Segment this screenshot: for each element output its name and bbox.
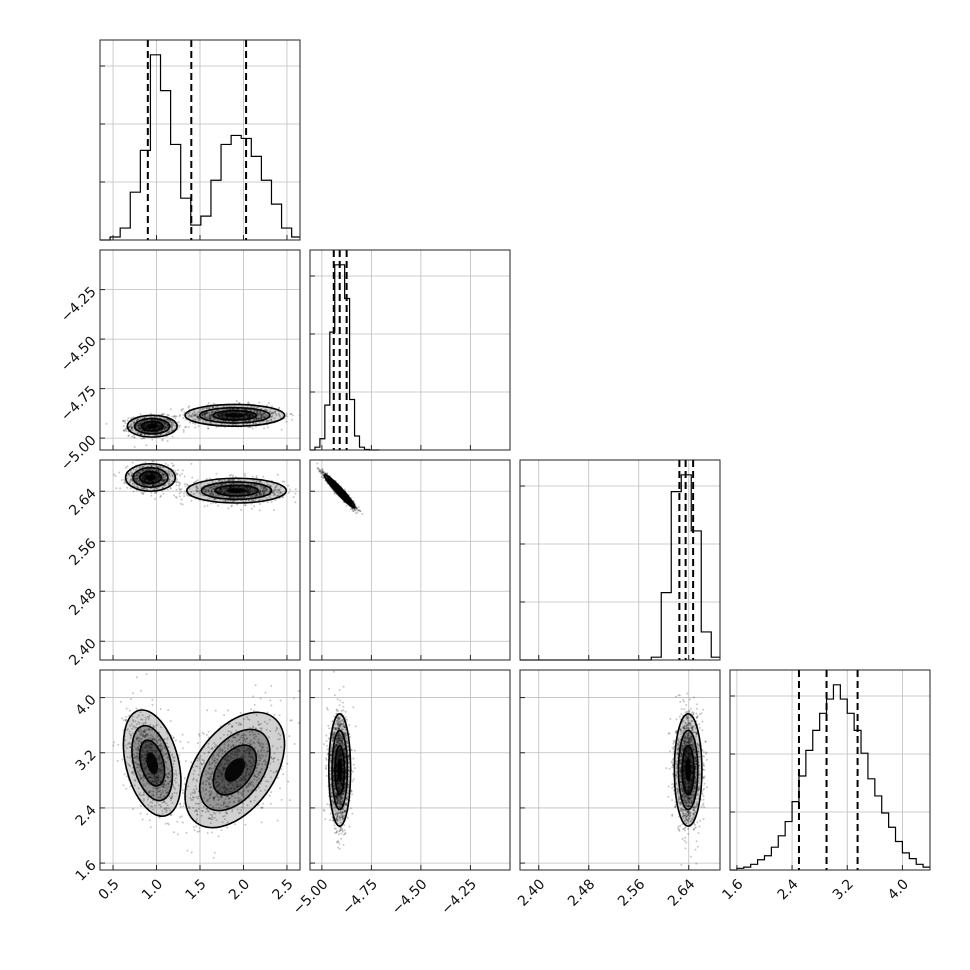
x-tick-label-1-0: −5.00 (290, 876, 332, 918)
scatter-frame-1-2 (309, 459, 511, 661)
density-fill-0-2-0-3 (145, 474, 156, 481)
contour-group-1-2-0 (323, 473, 356, 509)
contour-line-0-1-0-0 (126, 414, 178, 438)
scatter-panel-1-2 (309, 459, 511, 661)
x-tick-label-3-0: 1.6 (719, 876, 746, 903)
y-tick-label-3-2: 3.2 (73, 747, 100, 774)
histogram-step-2 (520, 474, 720, 661)
contour-line-0-1-0-2 (140, 420, 164, 432)
x-tick-label-1-2: −4.50 (389, 876, 431, 918)
y-tick-label-1-1: −4.75 (58, 383, 100, 425)
contour-group-1-3-0 (328, 713, 352, 827)
contour-line-0-1-1-0 (184, 403, 286, 428)
x-tick-label-2-1: 2.48 (565, 876, 598, 909)
contour-line-0-3-0-1 (131, 724, 174, 802)
y-tick-label-2-0: 2.40 (66, 636, 99, 669)
contour-line-0-2-0-2 (138, 470, 162, 485)
contour-line-1-2-0-0 (323, 473, 356, 509)
scatter-frame-2-3 (519, 669, 721, 871)
scatter-panel-0-3 (99, 669, 301, 871)
contour-line-1-3-0-0 (328, 713, 352, 827)
contour-line-1-3-0-1 (331, 729, 349, 811)
contour-line-1-2-0-1 (328, 478, 352, 504)
x-tick-label-0-3: 2.0 (226, 876, 253, 903)
contour-line-0-2-1-0 (185, 477, 288, 504)
density-fill-1-2-0-3 (336, 487, 343, 495)
contour-line-0-1-1-2 (212, 409, 258, 421)
contour-line-0-2-0-1 (132, 467, 169, 488)
histogram-frame-2 (519, 459, 721, 661)
contour-group-0-1-1 (184, 403, 286, 428)
density-fill-0-3-1-3 (224, 758, 245, 782)
x-tick-label-0-4: 2.5 (270, 876, 297, 903)
scatter-panel-0-2 (99, 459, 301, 661)
histogram-step-1 (310, 264, 380, 451)
y-tick-label-2-2: 2.56 (66, 536, 99, 569)
x-tick-label-3-3: 4.0 (885, 876, 912, 903)
y-tick-label-3-1: 2.4 (73, 802, 100, 829)
scatter-points-0-3-1 (160, 684, 300, 859)
histogram-frame-3 (729, 669, 931, 871)
contour-line-0-2-0-0 (124, 462, 177, 493)
density-fill-2-3-0-3 (685, 758, 691, 782)
contour-line-1-3-0-2 (334, 744, 346, 796)
y-tick-label-1-0: −5.00 (58, 432, 100, 474)
density-fill-0-3-0-3 (146, 752, 159, 774)
histogram-panel-3 (729, 669, 931, 871)
contour-group-0-1-0 (126, 414, 178, 438)
contour-group-0-2-0 (124, 462, 177, 493)
scatter-panel-2-3 (519, 669, 721, 871)
histogram-step-0 (100, 54, 300, 241)
x-tick-label-1-1: −4.75 (339, 876, 381, 918)
scatter-panel-1-3 (309, 669, 511, 871)
x-tick-label-0-2: 1.5 (183, 876, 210, 903)
scatter-panel-0-1 (99, 249, 301, 451)
y-tick-label-3-3: 4.0 (73, 692, 100, 719)
contour-line-0-3-0-0 (122, 709, 182, 818)
density-fill-0-2-1-3 (226, 488, 247, 494)
density-fill-1-3-0-3 (337, 758, 342, 782)
contour-line-2-3-0-0 (673, 713, 703, 827)
contour-group-2-3-0 (673, 713, 703, 827)
histogram-frame-0 (99, 39, 301, 241)
density-fill-0-1-1-3 (224, 413, 245, 418)
contour-line-2-3-0-1 (677, 729, 699, 811)
contour-line-0-2-1-2 (214, 484, 259, 497)
y-tick-label-2-3: 2.64 (66, 486, 99, 519)
y-tick-label-3-0: 1.6 (73, 857, 100, 884)
x-tick-label-2-3: 2.64 (665, 876, 698, 909)
contour-group-0-2-1 (185, 477, 288, 504)
x-tick-label-3-1: 2.4 (775, 876, 802, 903)
histogram-frame-1 (309, 249, 511, 451)
contour-line-0-1-1-1 (198, 406, 271, 424)
histogram-panel-1 (309, 249, 511, 451)
histogram-step-3 (730, 684, 930, 871)
x-tick-label-2-2: 2.56 (615, 876, 648, 909)
contour-line-0-3-1-2 (212, 744, 258, 796)
contour-line-0-3-1-1 (198, 728, 271, 812)
x-tick-label-1-3: −4.25 (438, 876, 480, 918)
contour-line-0-3-0-2 (138, 739, 166, 787)
x-tick-label-0-0: 0.5 (96, 876, 123, 903)
histogram-panel-2 (519, 459, 721, 661)
contour-line-2-3-0-2 (681, 744, 695, 796)
histogram-panel-0 (99, 39, 301, 241)
scatter-frame-1-3 (309, 669, 511, 871)
x-tick-label-0-1: 1.0 (139, 876, 166, 903)
contour-line-1-2-0-2 (332, 483, 348, 500)
contour-group-0-3-0 (122, 709, 182, 818)
contour-line-0-1-0-1 (133, 417, 171, 435)
contour-group-0-3-1 (184, 711, 286, 829)
y-tick-label-1-2: −4.50 (58, 333, 100, 375)
y-tick-label-2-1: 2.48 (66, 586, 99, 619)
density-fill-0-1-0-3 (147, 424, 158, 429)
contour-line-0-3-1-0 (184, 711, 286, 829)
contour-line-0-2-1-1 (200, 481, 273, 501)
y-tick-label-1-3: −4.25 (58, 284, 100, 326)
x-tick-label-2-0: 2.40 (515, 876, 548, 909)
x-tick-label-3-2: 3.2 (830, 876, 857, 903)
